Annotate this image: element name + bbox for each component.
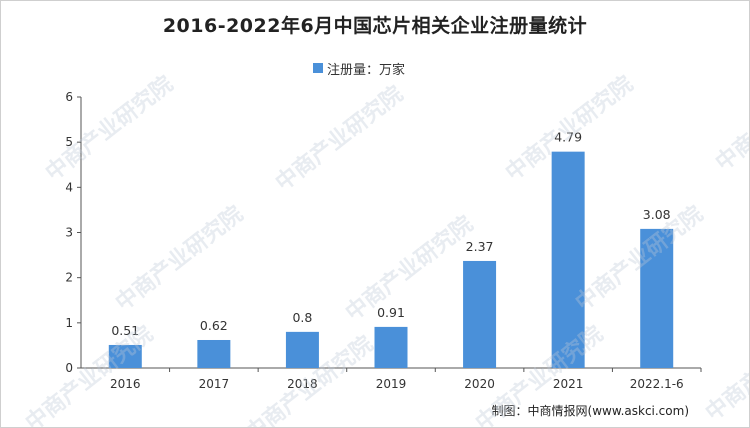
source-note: 制图：中商情报网(www.askci.com)	[491, 404, 689, 418]
x-tick-label: 2018	[287, 377, 318, 391]
y-tick-label: 5	[65, 135, 73, 149]
data-label: 0.8	[292, 310, 312, 325]
y-tick-label: 1	[65, 316, 73, 330]
bars-layer	[108, 151, 674, 368]
data-label: 0.62	[200, 318, 228, 333]
bar	[640, 228, 674, 368]
y-tick-label: 6	[65, 90, 73, 104]
bar	[108, 344, 142, 368]
y-tick-label: 0	[65, 361, 73, 375]
x-tick-label: 2019	[376, 377, 407, 391]
labels-layer: 0.51 0.62 0.8 0.91 2.37 4.79 3.08	[111, 130, 670, 338]
chart-title: 2016-2022年6月中国芯片相关企业注册量统计	[162, 15, 588, 37]
x-tick-label: 2021	[553, 377, 584, 391]
legend-swatch	[313, 63, 323, 73]
data-label: 0.91	[377, 305, 405, 320]
x-tick-label: 2020	[464, 377, 495, 391]
data-label: 3.08	[643, 207, 671, 222]
data-label: 2.37	[466, 239, 494, 254]
x-tick-label: 2016	[110, 377, 141, 391]
bar	[551, 151, 585, 368]
bar	[285, 331, 319, 368]
y-tick-label: 4	[65, 180, 73, 194]
data-label: 0.51	[111, 323, 139, 338]
y-tick-label: 2	[65, 271, 73, 285]
legend: 注册量：万家	[313, 59, 406, 78]
legend-label: 注册量：万家	[327, 62, 406, 78]
x-tick-label: 2022.1-6	[630, 377, 684, 391]
x-tick-label: 2017	[199, 377, 230, 391]
bar	[463, 260, 497, 368]
y-tick-label: 3	[65, 226, 73, 240]
bar	[197, 339, 231, 368]
data-label: 4.79	[554, 130, 582, 145]
bar	[374, 326, 408, 368]
